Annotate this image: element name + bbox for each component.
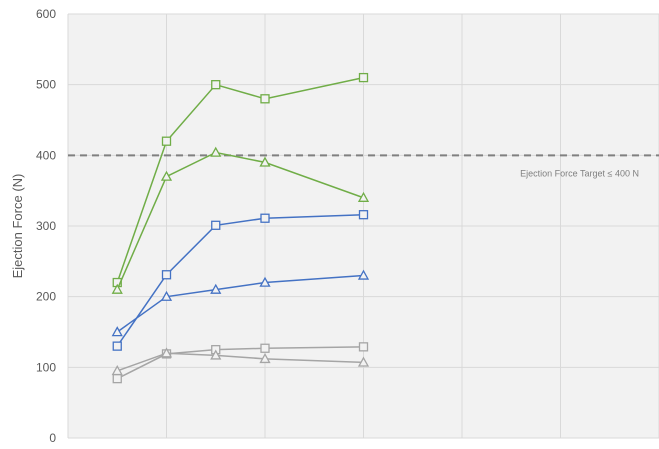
series-3 xyxy=(111,269,370,337)
square-marker xyxy=(211,80,221,90)
triangle-marker xyxy=(259,353,271,364)
triangle-marker xyxy=(259,156,271,167)
triangle-marker xyxy=(160,170,173,181)
square-marker xyxy=(358,72,369,83)
triangle-marker xyxy=(259,276,271,287)
square-marker xyxy=(358,342,369,352)
square-marker xyxy=(161,136,172,146)
triangle-marker xyxy=(210,146,222,157)
series-2 xyxy=(112,210,369,351)
y-tick-label: 200 xyxy=(36,290,56,304)
triangle-marker xyxy=(210,349,222,360)
triangle-marker xyxy=(111,365,123,376)
triangle-marker xyxy=(160,290,173,301)
series-5 xyxy=(111,347,370,376)
series-0 xyxy=(112,72,369,288)
y-tick-label: 600 xyxy=(36,7,56,21)
square-marker xyxy=(112,373,122,384)
series-layer xyxy=(111,72,370,384)
square-marker xyxy=(161,270,172,280)
y-tick-label: 500 xyxy=(36,78,56,92)
series-1 xyxy=(111,146,370,294)
square-marker xyxy=(211,220,221,230)
y-axis-title: Ejection Force (N) xyxy=(10,174,25,279)
y-tick-label: 400 xyxy=(36,148,56,162)
y-tick-label: 100 xyxy=(36,360,56,374)
square-marker xyxy=(260,343,270,353)
y-axis-tick-labels: 0 100 200 300 400 500 600 xyxy=(36,7,56,445)
triangle-marker xyxy=(111,326,123,337)
target-reference-label: Ejection Force Target ≤ 400 N xyxy=(520,168,639,178)
triangle-marker xyxy=(357,269,370,280)
square-marker xyxy=(112,341,122,351)
square-marker xyxy=(358,210,369,220)
triangle-marker xyxy=(210,283,222,294)
y-tick-label: 0 xyxy=(49,431,56,445)
triangle-marker xyxy=(357,191,370,202)
y-tick-label: 300 xyxy=(36,219,56,233)
triangle-marker xyxy=(160,347,173,358)
square-marker xyxy=(260,94,270,104)
square-marker xyxy=(260,213,270,223)
triangle-marker xyxy=(111,283,123,294)
triangle-marker xyxy=(357,356,370,367)
